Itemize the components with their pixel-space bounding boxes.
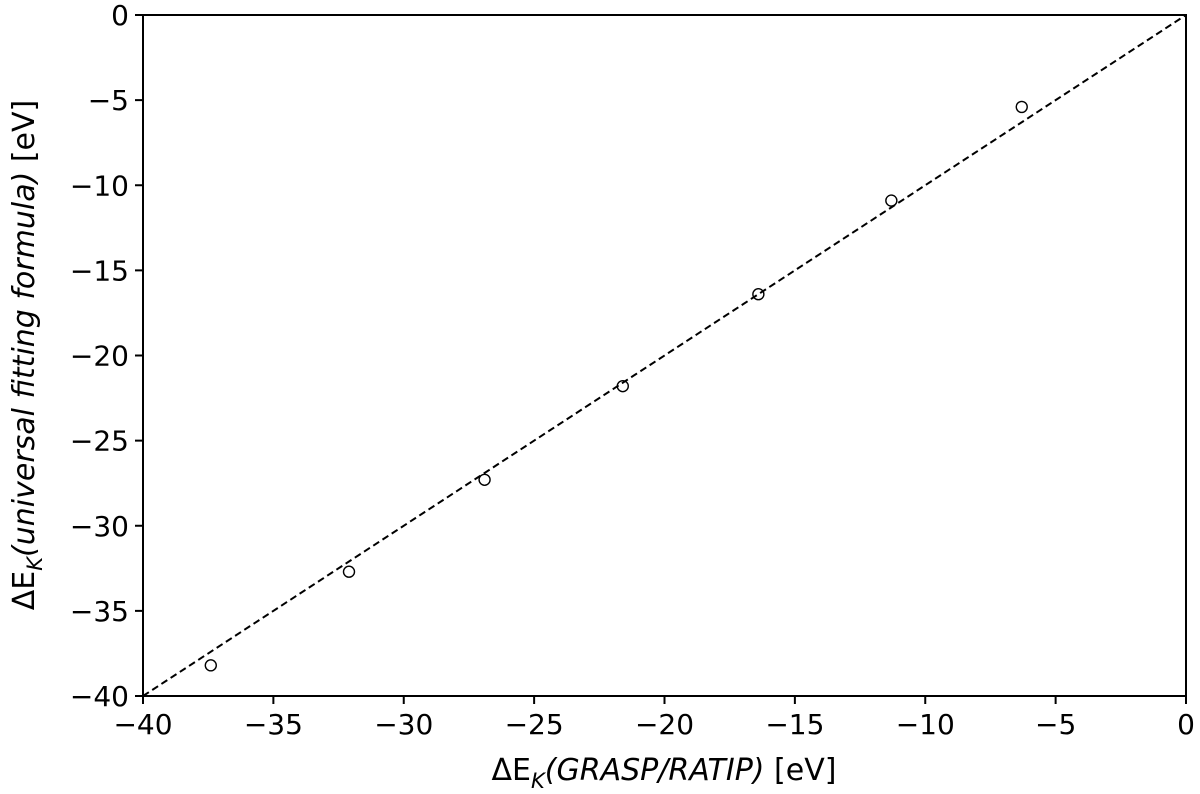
data-point — [1015, 100, 1028, 114]
x-axis-label-prefix: ΔE — [492, 753, 531, 788]
x-tick-label: −30 — [374, 708, 433, 741]
data-point — [204, 659, 217, 672]
y-tick-label: −10 — [70, 169, 129, 202]
data-point — [616, 379, 629, 393]
x-tick-label: −5 — [1035, 708, 1076, 741]
data-point — [342, 565, 356, 578]
y-tick-label: −5 — [88, 84, 129, 117]
y-tick-label: −25 — [70, 425, 129, 458]
y-axis-label-subscript: K — [23, 555, 47, 571]
y-axis-label-prefix: ΔE — [7, 571, 42, 610]
y-axis-label: ΔEK(universal fitting formula) [eV] — [7, 100, 47, 610]
x-tick-label: −10 — [896, 708, 955, 741]
y-tick-label: −35 — [70, 595, 129, 628]
x-tick-label: −40 — [113, 708, 172, 741]
y-tick-label: 0 — [111, 0, 129, 32]
x-tick-label: −20 — [635, 708, 694, 741]
y-axis-label-unit: [eV] — [7, 100, 42, 172]
x-axis-label-quantity: (GRASP/RATIP) — [545, 753, 765, 788]
x-axis-label-unit: [eV] — [765, 753, 837, 788]
y-tick-label: −30 — [70, 510, 129, 543]
x-tick-label: 0 — [1177, 708, 1195, 741]
reference-line-layer — [142, 14, 1187, 697]
x-tick-label: −25 — [505, 708, 564, 741]
y-tick-label: −40 — [70, 680, 129, 713]
y-tick-label: −15 — [70, 254, 129, 287]
data-point — [478, 473, 491, 486]
x-tick-label: −15 — [765, 708, 824, 741]
data-point — [752, 288, 765, 301]
data-points — [204, 100, 1028, 672]
x-axis-label: ΔEK(GRASP/RATIP) [eV] — [492, 753, 837, 793]
x-axis-label-subscript: K — [531, 769, 547, 793]
y-tick-label: −20 — [70, 340, 129, 373]
data-point — [885, 194, 898, 207]
x-axis-ticks: −40 −35 −30 −25 −20 −15 −10 −5 0 — [113, 696, 1195, 741]
x-tick-label: −35 — [244, 708, 303, 741]
reference-line-y-equals-x — [142, 14, 1187, 697]
y-axis-ticks: −40 −35 −30 −25 −20 −15 −10 −5 0 — [70, 0, 143, 713]
y-axis-label-quantity: (universal fitting formula) — [7, 172, 42, 557]
